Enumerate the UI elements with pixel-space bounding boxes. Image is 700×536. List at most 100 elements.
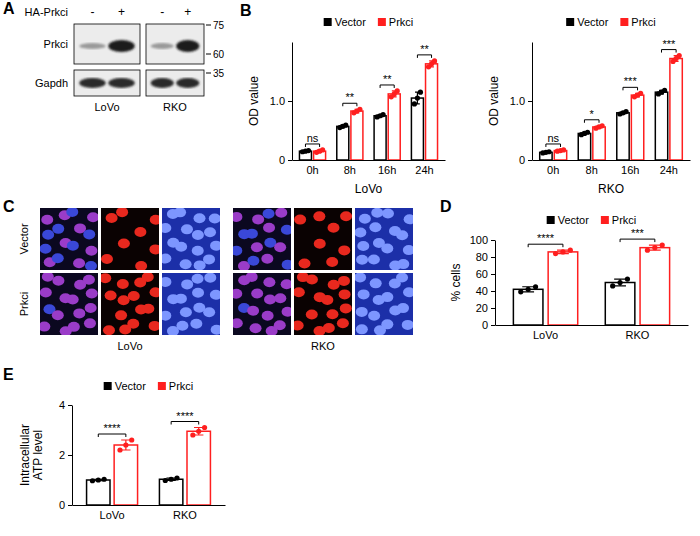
nucleus: [150, 287, 159, 297]
data-point: [677, 53, 682, 58]
y-axis-title: OD value: [487, 76, 501, 126]
y-axis-title: % cells: [449, 263, 463, 301]
bar: [578, 133, 590, 160]
blot-panel: AHA-PrkciPrkciGapdh-+LoVo-+RKO756035: [3, 0, 225, 113]
nucleus: [251, 288, 263, 298]
condition-label: Prkci: [18, 292, 30, 316]
x-tick-label: 8h: [586, 164, 598, 176]
nucleus: [246, 273, 258, 282]
nucleus: [135, 261, 147, 270]
nucleus: [233, 212, 242, 222]
legend-swatch: [620, 18, 628, 26]
legend: VectorPrkci: [324, 16, 414, 28]
nucleus: [397, 259, 409, 269]
bar: [548, 252, 578, 325]
nucleus: [246, 229, 258, 239]
legend-label: Prkci: [169, 380, 193, 392]
nucleus: [162, 277, 171, 287]
bar: [593, 127, 605, 160]
lane-label: +: [184, 5, 191, 19]
legend: VectorPrkci: [547, 214, 637, 226]
y-tick-mark: [288, 160, 292, 161]
nucleus: [85, 261, 97, 270]
significance-bracket: [305, 144, 319, 147]
nuclei: [40, 208, 98, 270]
chart: 01.00h8h16h24hns*******VectorPrkciOD val…: [487, 16, 691, 196]
nucleus: [381, 292, 393, 302]
nucleus: [142, 273, 154, 282]
legend-swatch: [158, 382, 166, 390]
nucleus: [326, 309, 338, 319]
blot-band: [108, 40, 134, 52]
bar: [605, 283, 635, 326]
nucleus: [396, 273, 408, 282]
y-tick: 1.0: [270, 95, 292, 107]
nucleus: [116, 208, 128, 217]
nucleus: [142, 304, 154, 314]
y-tick-mark: [491, 325, 495, 326]
y-tick-label: 40: [476, 285, 488, 297]
chart: D020406080100LoVoRKO*******VectorPrkci% …: [440, 198, 689, 341]
nucleus: [176, 321, 188, 331]
marker-dash: [206, 54, 211, 55]
significance-bracket: [171, 422, 199, 425]
x-tick-label: LoVo: [533, 329, 558, 341]
x-tick-label: RKO: [626, 329, 650, 341]
y-tick-mark: [491, 240, 495, 241]
nucleus: [118, 238, 130, 248]
bar: [87, 480, 110, 505]
nuclei: [233, 273, 291, 335]
blot-band: [79, 43, 105, 49]
data-point: [169, 477, 174, 482]
nucleus: [175, 294, 187, 304]
nucleus: [314, 239, 326, 249]
cell-line-label: LoVo: [117, 340, 142, 352]
bar: [640, 248, 670, 325]
y-tick-mark: [491, 257, 495, 258]
nuclei: [40, 273, 98, 335]
nucleus: [381, 319, 393, 329]
y-tick-mark: [68, 455, 72, 456]
nucleus: [192, 246, 204, 256]
error-bar: [121, 440, 130, 450]
nucleus: [355, 228, 366, 238]
y-tick-mark: [528, 160, 532, 161]
legend-label: Prkci: [612, 214, 636, 226]
significance-label: **: [346, 91, 355, 103]
x-tick: 16h: [621, 164, 639, 176]
nucleus: [52, 253, 64, 263]
x-tick: 24h: [415, 164, 433, 176]
data-point: [380, 112, 385, 117]
nucleus: [357, 241, 369, 251]
figure: AHA-PrkciPrkciGapdh-+LoVo-+RKO756035CVec…: [0, 0, 700, 536]
nucleus: [40, 244, 52, 254]
nucleus: [190, 319, 202, 329]
nucleus: [402, 320, 413, 330]
condition-label: Vector: [18, 223, 30, 255]
data-point: [196, 429, 201, 434]
nucleus: [83, 229, 95, 239]
nucleus: [192, 288, 204, 298]
micrograph-tile: [294, 208, 352, 270]
nuclei: [355, 273, 413, 335]
nuclei: [101, 273, 159, 335]
nucleus: [263, 209, 275, 219]
nucleus: [68, 322, 80, 332]
nucleus: [355, 273, 366, 282]
x-axis: 0h8h16h24h: [533, 161, 691, 176]
significance-label: **: [383, 73, 392, 85]
nucleus: [313, 211, 325, 221]
nucleus: [358, 289, 370, 299]
micrograph-tile: [355, 273, 413, 335]
x-axis-line: [496, 325, 689, 326]
bar: [374, 116, 386, 160]
nucleus: [42, 273, 54, 282]
y-tick-label: 60: [476, 268, 488, 280]
marker-dash: [206, 73, 211, 74]
data-point: [610, 283, 615, 288]
y-tick: 0: [279, 154, 292, 166]
significance-label: ns: [307, 132, 319, 144]
cell-line-label: RKO: [311, 340, 335, 352]
y-tick: 100: [470, 234, 495, 246]
y-tick-label: 20: [476, 302, 488, 314]
